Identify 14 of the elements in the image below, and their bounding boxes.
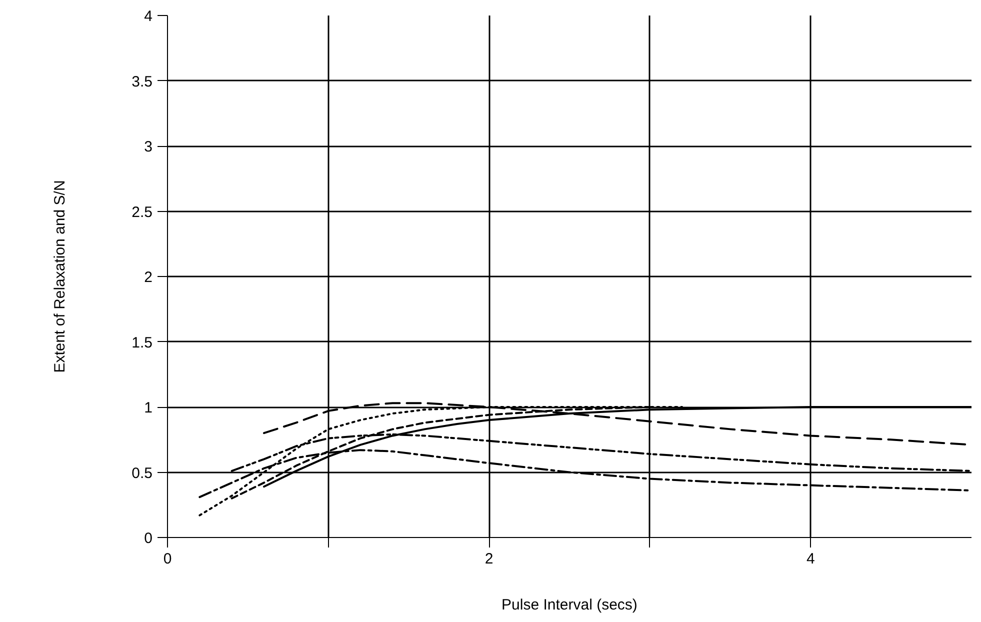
y-tick-label: 2.5 xyxy=(132,204,153,221)
y-axis-title: Extent of Relaxation and S/N xyxy=(52,180,69,373)
y-tick-label: 0 xyxy=(144,530,152,547)
y-tick-label: 1 xyxy=(144,400,152,416)
y-tick-label: 2 xyxy=(144,269,152,286)
y-tick-label: 4 xyxy=(144,8,152,25)
y-tick-label: 3 xyxy=(144,138,152,156)
y-tick-label: 3.5 xyxy=(132,73,153,90)
y-tick-label: 0.5 xyxy=(132,464,153,482)
x-axis-title: Pulse Interval (secs) xyxy=(502,596,638,614)
x-tick-label: 4 xyxy=(806,550,815,568)
x-tick-label: 2 xyxy=(484,550,494,568)
x-tick-label: 0 xyxy=(163,550,172,568)
y-tick-label: 1.5 xyxy=(132,334,153,352)
